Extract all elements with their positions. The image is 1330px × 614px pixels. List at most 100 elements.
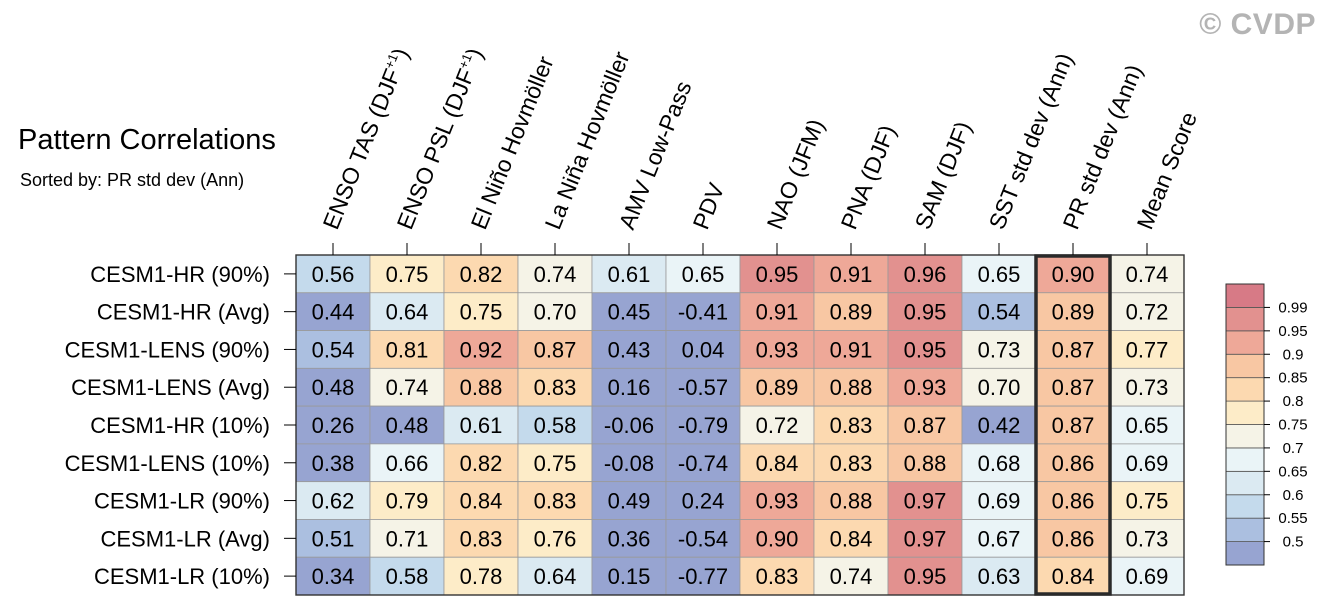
colorbar-label: 0.65 xyxy=(1278,463,1307,480)
sorted-column-highlight xyxy=(1034,254,1112,596)
heatmap-cell xyxy=(1035,556,1111,596)
cell-value: 0.87 xyxy=(1052,375,1095,400)
heatmap-cell xyxy=(813,519,889,558)
cell-value: 0.97 xyxy=(904,489,947,514)
colorbar-label: 0.5 xyxy=(1283,534,1304,551)
cell-value: -0.77 xyxy=(678,564,728,589)
cell-value: 0.75 xyxy=(1126,489,1169,514)
heatmap-cell xyxy=(443,330,519,369)
row-label: CESM1-LR (10%) xyxy=(94,564,270,589)
cell-value: 0.38 xyxy=(312,451,355,476)
cell-value: 0.16 xyxy=(608,375,651,400)
cell-value: -0.06 xyxy=(604,413,654,438)
colorbar-swatch xyxy=(1225,307,1265,332)
column-label-text: Mean Score xyxy=(1132,108,1203,233)
heatmap-cell xyxy=(591,367,667,407)
heatmap-cell xyxy=(887,519,963,558)
column-label: PDV xyxy=(688,179,730,233)
cell-value: 0.83 xyxy=(534,375,577,400)
heatmap-cell xyxy=(517,443,593,483)
column-label-text: PR std dev (Ann) xyxy=(1058,61,1148,233)
heatmap-cell xyxy=(591,556,667,596)
cell-value: 0.69 xyxy=(1126,451,1169,476)
heatmap-cell xyxy=(591,405,667,445)
cell-value: 0.73 xyxy=(978,337,1021,362)
colorbar-label: 0.7 xyxy=(1283,440,1304,457)
heatmap-cell xyxy=(887,443,963,483)
cell-value: 0.95 xyxy=(756,262,799,287)
heatmap-cell xyxy=(443,556,519,596)
cell-value: 0.54 xyxy=(312,337,355,362)
cell-value: 0.83 xyxy=(830,451,873,476)
heatmap-cell xyxy=(665,292,741,331)
cell-value: 0.91 xyxy=(756,300,799,325)
cell-value: 0.83 xyxy=(756,564,799,589)
heatmap-cell xyxy=(887,330,963,369)
heatmap-cell xyxy=(961,556,1037,596)
heatmap-cell xyxy=(517,481,593,520)
cell-value: 0.82 xyxy=(460,262,503,287)
cell-value: 0.61 xyxy=(608,262,651,287)
cell-value: 0.61 xyxy=(460,413,503,438)
heatmap-cell xyxy=(517,556,593,596)
heatmap-cell xyxy=(739,292,815,331)
heatmap-cell xyxy=(369,367,445,407)
column-label: El Niño Hovmöller xyxy=(466,52,559,233)
column-label: Mean Score xyxy=(1132,108,1203,233)
column-label: AMV Low-Pass xyxy=(614,77,697,233)
heatmap-cell xyxy=(369,254,445,294)
cell-value: 0.88 xyxy=(460,375,503,400)
cell-value: 0.89 xyxy=(756,375,799,400)
heatmap-cell xyxy=(1109,556,1185,596)
colorbar-label: 0.75 xyxy=(1278,417,1307,434)
cell-value: 0.36 xyxy=(608,526,651,551)
heatmap-cell xyxy=(591,519,667,558)
cell-value: 0.90 xyxy=(1052,262,1095,287)
heatmap-cell xyxy=(517,405,593,445)
heatmap-cell xyxy=(295,367,371,407)
cell-value: 0.26 xyxy=(312,413,355,438)
cell-value: 0.93 xyxy=(904,375,947,400)
cell-value: 0.95 xyxy=(904,337,947,362)
column-label-text: PDV xyxy=(688,179,730,233)
heatmap-cell xyxy=(1109,330,1185,369)
heatmap-cell xyxy=(665,405,741,445)
colorbar-swatch xyxy=(1225,424,1265,449)
cell-value: 0.78 xyxy=(460,564,503,589)
cell-value: 0.43 xyxy=(608,337,651,362)
row-label: CESM1-HR (Avg) xyxy=(97,300,270,325)
cell-value: 0.65 xyxy=(1126,413,1169,438)
column-label-text: PNA (DJF) xyxy=(836,121,901,233)
cell-value: 0.82 xyxy=(460,451,503,476)
column-label-text: SAM (DJF) xyxy=(910,118,977,233)
column-label-text: ENSO PSL (DJF xyxy=(392,65,480,233)
column-label-text: El Niño Hovmöller xyxy=(466,52,559,233)
row-label: CESM1-LENS (Avg) xyxy=(71,375,270,400)
heatmap-cell xyxy=(1109,405,1185,445)
cell-value: 0.24 xyxy=(682,489,725,514)
cell-value: 0.71 xyxy=(386,526,429,551)
colorbar-label: 0.95 xyxy=(1278,323,1307,340)
cell-value: 0.84 xyxy=(830,526,873,551)
cell-value: -0.74 xyxy=(678,451,728,476)
heatmap-cell xyxy=(369,481,445,520)
cell-value: 0.83 xyxy=(534,489,577,514)
column-label: PNA (DJF) xyxy=(836,121,901,233)
cell-value: 0.65 xyxy=(978,262,1021,287)
cell-value: 0.95 xyxy=(904,564,947,589)
cell-value: 0.34 xyxy=(312,564,355,589)
cell-value: 0.75 xyxy=(534,451,577,476)
cell-value: 0.64 xyxy=(386,300,429,325)
colorbar-swatch xyxy=(1225,283,1265,308)
cell-value: -0.54 xyxy=(678,526,728,551)
cell-value: 0.84 xyxy=(756,451,799,476)
heatmap-cell xyxy=(295,330,371,369)
cell-value: 0.04 xyxy=(682,337,725,362)
cell-value: 0.87 xyxy=(1052,413,1095,438)
row-label: CESM1-HR (10%) xyxy=(90,413,270,438)
cell-value: 0.83 xyxy=(830,413,873,438)
colorbar-swatch xyxy=(1225,541,1265,566)
cell-value: 0.58 xyxy=(386,564,429,589)
colorbar-swatch xyxy=(1225,470,1265,496)
